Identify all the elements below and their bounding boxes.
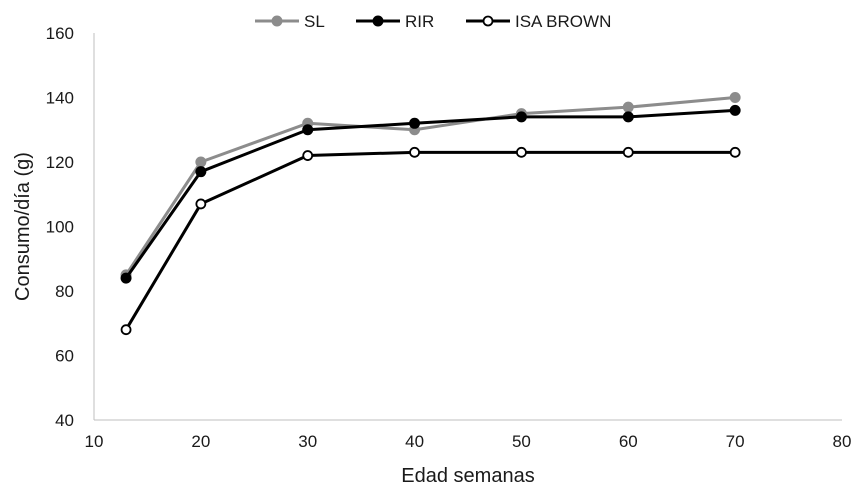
legend-label: SL xyxy=(304,12,325,31)
series-layer xyxy=(120,92,741,336)
x-tick-label: 30 xyxy=(298,432,317,451)
data-point xyxy=(622,101,634,113)
data-point xyxy=(516,146,527,158)
x-tick-label: 80 xyxy=(833,432,852,451)
y-tick-label: 100 xyxy=(46,218,74,237)
data-point xyxy=(515,111,527,123)
legend-marker xyxy=(482,15,494,27)
x-tick-label: 10 xyxy=(85,432,104,451)
series-line xyxy=(124,96,736,276)
legend-item: SL xyxy=(255,12,325,31)
y-tick-label: 60 xyxy=(55,347,74,366)
data-point xyxy=(622,146,634,158)
data-point xyxy=(622,111,634,123)
y-tick-label: 120 xyxy=(46,153,74,172)
chart-axes xyxy=(93,33,842,421)
y-axis-title: Consumo/día (g) xyxy=(12,152,34,301)
data-point xyxy=(729,104,741,116)
data-point xyxy=(195,198,207,210)
series-line xyxy=(124,108,736,279)
x-tick-label: 60 xyxy=(619,432,638,451)
data-point xyxy=(195,156,207,168)
data-point xyxy=(729,146,741,158)
y-tick-labels: 40 60 80 100 120 140 160 xyxy=(46,24,74,430)
series-sl xyxy=(120,92,741,281)
data-point xyxy=(409,146,420,158)
data-point xyxy=(302,124,314,136)
x-tick-label: 70 xyxy=(726,432,745,451)
legend-item: RIR xyxy=(356,12,434,31)
y-tick-label: 80 xyxy=(55,282,74,301)
legend-marker xyxy=(372,15,384,27)
y-tick-label: 140 xyxy=(46,89,74,108)
data-point xyxy=(195,166,207,178)
x-tick-label: 20 xyxy=(191,432,210,451)
legend: SL RIR ISA BROWN xyxy=(255,12,611,31)
data-point xyxy=(409,117,421,129)
data-point xyxy=(729,92,741,103)
legend-label: ISA BROWN xyxy=(515,12,611,31)
series-line xyxy=(124,150,736,331)
x-tick-label: 50 xyxy=(512,432,531,451)
x-axis-title: Edad semanas xyxy=(401,465,534,487)
data-point xyxy=(120,272,132,284)
legend-marker xyxy=(271,15,283,27)
data-point xyxy=(302,150,314,161)
legend-item: ISA BROWN xyxy=(466,12,611,31)
series-isa-brown xyxy=(120,146,741,336)
data-point xyxy=(120,324,132,336)
x-tick-labels: 10 20 30 40 50 60 70 80 xyxy=(85,432,852,451)
legend-label: RIR xyxy=(405,12,434,31)
series-rir xyxy=(120,104,741,284)
y-tick-label: 160 xyxy=(46,24,74,43)
x-tick-label: 40 xyxy=(405,432,424,451)
y-tick-label: 40 xyxy=(55,411,74,430)
